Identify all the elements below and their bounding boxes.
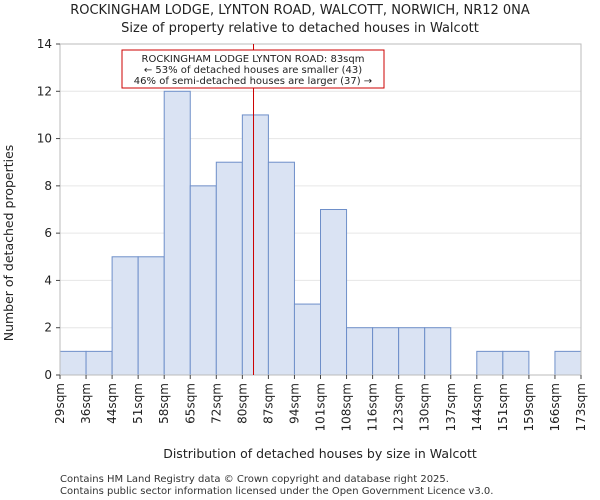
chart-title: ROCKINGHAM LODGE, LYNTON ROAD, WALCOTT, … [70,3,530,18]
bar-101sqm [320,209,348,376]
bar-108sqm [346,327,374,376]
bar-72sqm [215,161,243,376]
x-tick-label-20: 173sqm [574,383,588,431]
x-tick-label-4: 58sqm [157,383,171,424]
footer-line-1: Contains HM Land Registry data © Crown c… [60,474,449,485]
y-axis-label: Number of detached properties [1,145,16,342]
x-axis-label: Distribution of detached houses by size … [163,446,477,461]
y-axis-ticks: 0 2 4 6 8 10 12 14 [37,37,60,382]
bar-94sqm [293,303,322,376]
bar-65sqm [189,185,217,376]
bar-87sqm [267,161,295,376]
y-tick-label-1: 2 [44,321,52,335]
y-tick-label-7: 14 [37,37,52,51]
x-tick-label-2: 44sqm [105,383,119,424]
bar-123sqm [398,327,426,376]
x-tick-label-3: 51sqm [131,383,145,424]
annotation-frame [121,49,385,89]
y-tick-label-6: 12 [37,84,52,98]
annotation-line-2: ← 53% of detached houses are smaller (43… [144,65,362,76]
x-tick-label-16: 144sqm [470,383,484,431]
chart-subtitle: Size of property relative to detached ho… [121,21,479,36]
x-tick-label-10: 101sqm [314,383,328,431]
x-tick-label-19: 166sqm [548,383,562,431]
bar-80sqm [241,114,269,376]
y-tick-label-2: 4 [44,273,52,287]
x-tick-label-11: 108sqm [340,383,354,431]
bar-44sqm [111,256,139,376]
x-tick-label-1: 36sqm [79,383,93,424]
annotation-box: ROCKINGHAM LODGE LYNTON ROAD: 83sqm ← 53… [121,49,385,89]
annotation-line-3: 46% of semi-detached houses are larger (… [134,76,372,87]
bar-151sqm [502,350,530,376]
x-tick-label-9: 94sqm [287,383,301,424]
footer-line-2: Contains public sector information licen… [60,486,493,497]
bar-58sqm [163,90,191,376]
bar-36sqm [85,350,113,376]
bar-51sqm [137,256,165,376]
x-tick-label-5: 65sqm [183,383,197,424]
annotation-line-1: ROCKINGHAM LODGE LYNTON ROAD: 83sqm [142,54,365,65]
x-tick-label-6: 72sqm [209,383,223,424]
x-axis-ticks: 29sqm 36sqm 44sqm 51sqm 58sqm 65sqm 72sqm 80sqm… [53,375,588,431]
x-tick-label-13: 123sqm [392,383,406,431]
bars [59,90,582,376]
x-tick-label-15: 137sqm [444,383,458,431]
x-tick-label-0: 29sqm [53,383,67,424]
y-tick-label-3: 6 [44,226,52,240]
x-tick-label-18: 159sqm [522,383,536,431]
x-tick-label-7: 80sqm [235,383,249,424]
x-tick-label-8: 87sqm [261,383,275,424]
y-tick-label-4: 8 [44,179,52,193]
bar-144sqm [476,350,504,376]
y-tick-label-0: 0 [44,368,52,382]
bar-29sqm [59,350,87,376]
bar-166sqm [554,350,582,376]
bar-130sqm [424,327,452,376]
x-tick-label-17: 151sqm [496,383,510,431]
bar-116sqm [372,327,400,376]
x-tick-label-14: 130sqm [418,383,432,431]
x-tick-label-12: 116sqm [366,383,380,431]
y-tick-label-5: 10 [37,132,52,146]
